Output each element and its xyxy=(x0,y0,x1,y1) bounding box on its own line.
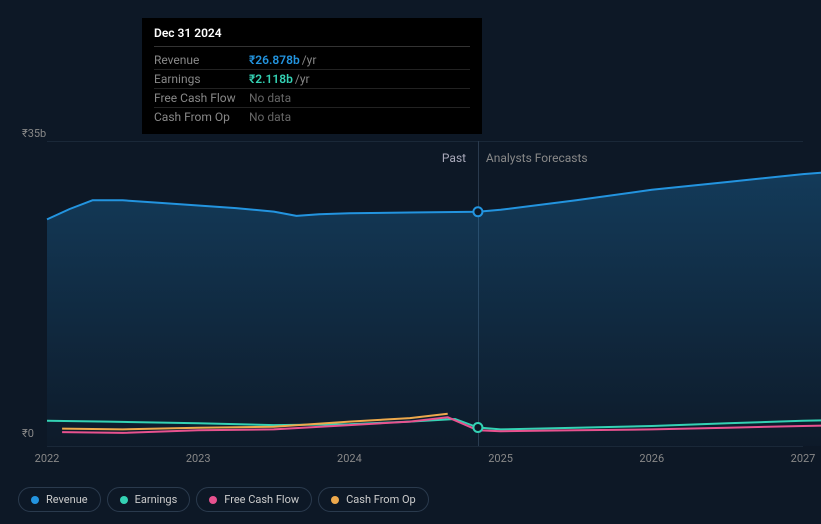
legend-item-earnings[interactable]: Earnings xyxy=(107,487,191,512)
tooltip-row: Earnings₹2.118b /yr xyxy=(154,70,470,89)
x-axis-label: 2022 xyxy=(35,452,60,465)
tooltip-metric-label: Cash From Op xyxy=(154,110,249,124)
tooltip-metric-label: Earnings xyxy=(154,72,249,86)
legend-item-revenue[interactable]: Revenue xyxy=(18,487,101,512)
legend-label: Earnings xyxy=(135,493,178,506)
y-axis-label: ₹35b xyxy=(22,127,46,140)
legend-swatch xyxy=(209,496,217,504)
tooltip-date: Dec 31 2024 xyxy=(154,26,470,47)
x-axis-label: 2027 xyxy=(791,452,816,465)
legend-label: Revenue xyxy=(46,493,88,506)
legend: Revenue Earnings Free Cash Flow Cash From O… xyxy=(18,487,429,512)
chart-svg xyxy=(47,141,803,446)
y-axis-label: ₹0 xyxy=(22,427,34,440)
x-axis-label: 2024 xyxy=(337,452,362,465)
tooltip-value: ₹2.118b xyxy=(249,72,293,86)
tooltip-value: ₹26.878b xyxy=(249,53,300,67)
legend-label: Free Cash Flow xyxy=(224,493,299,506)
tooltip-metric-label: Free Cash Flow xyxy=(154,91,249,105)
x-axis-label: 2025 xyxy=(488,452,513,465)
chart-plot[interactable] xyxy=(47,141,803,446)
legend-swatch xyxy=(120,496,128,504)
tooltip-row: Cash From OpNo data xyxy=(154,108,470,126)
forecast-label: Analysts Forecasts xyxy=(486,151,588,165)
hover-tooltip: Dec 31 2024 Revenue₹26.878b /yrEarnings₹… xyxy=(142,18,482,134)
past-label: Past xyxy=(442,151,466,165)
tooltip-row: Free Cash FlowNo data xyxy=(154,89,470,108)
x-axis-label: 2023 xyxy=(186,452,211,465)
x-axis-label: 2026 xyxy=(639,452,664,465)
tooltip-nodata: No data xyxy=(249,91,291,105)
tooltip-nodata: No data xyxy=(249,110,291,124)
marker-earnings xyxy=(473,423,482,432)
tooltip-unit: /yr xyxy=(295,72,310,86)
tooltip-row: Revenue₹26.878b /yr xyxy=(154,51,470,70)
tooltip-metric-label: Revenue xyxy=(154,53,249,67)
tooltip-unit: /yr xyxy=(302,53,317,67)
legend-item-fcf[interactable]: Free Cash Flow xyxy=(196,487,312,512)
legend-item-cfo[interactable]: Cash From Op xyxy=(318,487,429,512)
gridline xyxy=(47,446,803,447)
marker-revenue xyxy=(473,207,482,216)
legend-label: Cash From Op xyxy=(346,493,416,506)
legend-swatch xyxy=(31,496,39,504)
legend-swatch xyxy=(331,496,339,504)
